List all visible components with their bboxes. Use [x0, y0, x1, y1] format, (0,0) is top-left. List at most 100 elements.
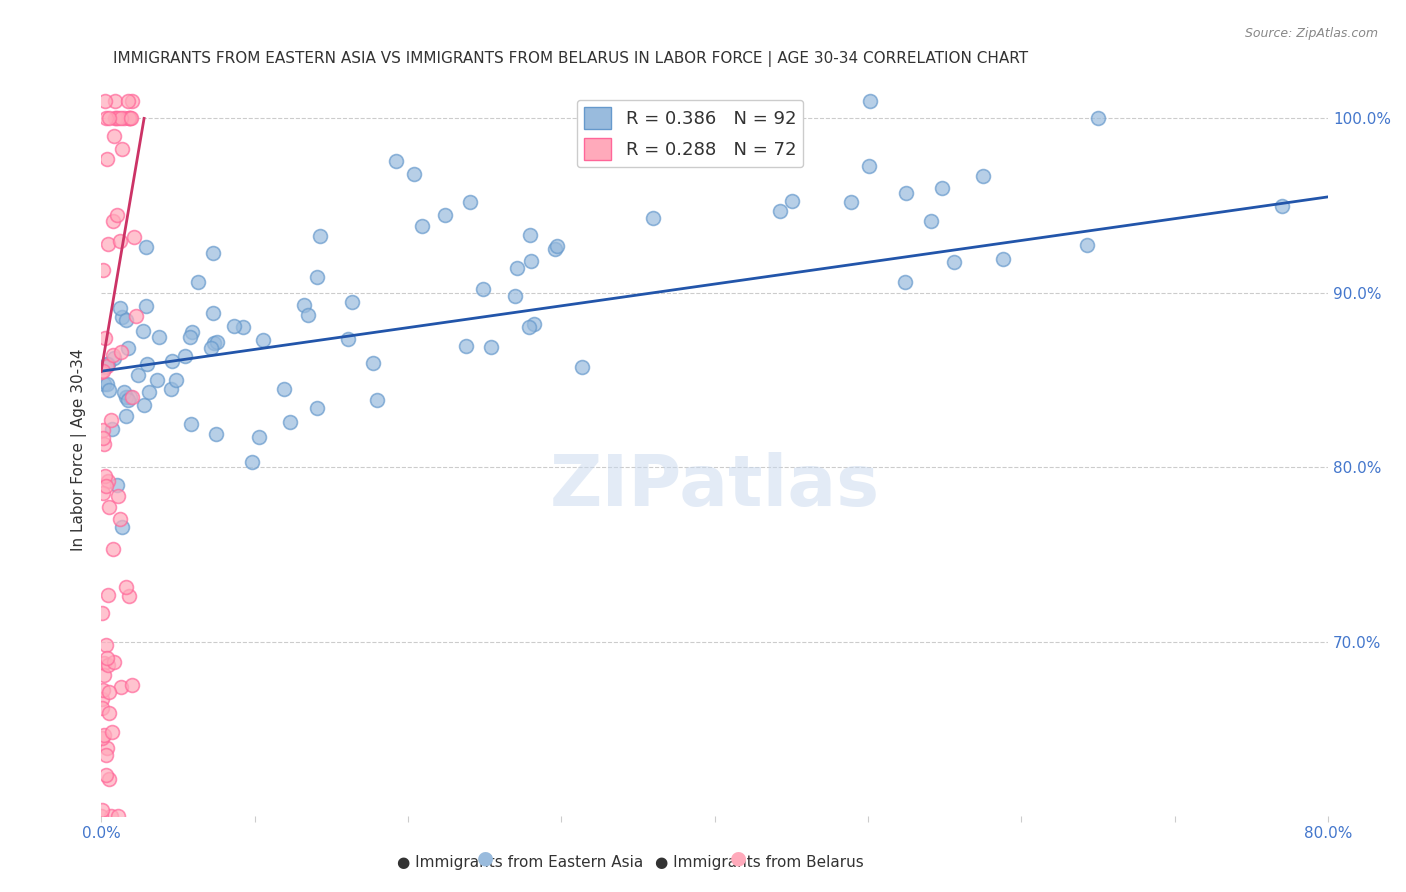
Point [232, 319, 254, 334]
Point [103, 112, 125, 126]
Point [1271, 198, 1294, 212]
Text: IMMIGRANTS FROM EASTERN ASIA VS IMMIGRANTS FROM BELARUS IN LABOR FORCE | AGE 30-: IMMIGRANTS FROM EASTERN ASIA VS IMMIGRAN… [114, 51, 1029, 67]
Point [162, 354, 184, 368]
Point [91, 423, 114, 437]
Point [103, 351, 125, 365]
Point [110, 112, 132, 126]
Point [103, 656, 125, 670]
Point [519, 228, 541, 243]
Point [342, 294, 364, 309]
Point [858, 159, 880, 173]
Point [96, 359, 118, 373]
Point [107, 489, 129, 503]
Point [207, 334, 229, 349]
Point [460, 194, 482, 209]
Point [91, 607, 114, 621]
Point [105, 208, 128, 222]
Point [98, 500, 121, 514]
Point [942, 254, 965, 268]
Point [93, 656, 115, 670]
Point [125, 310, 148, 324]
Point [96, 650, 118, 665]
Point [307, 270, 329, 285]
Point [132, 398, 155, 412]
Y-axis label: In Labor Force | Age 30-34: In Labor Force | Age 30-34 [72, 349, 87, 551]
Point [187, 275, 209, 289]
Point [305, 401, 328, 415]
Point [894, 275, 917, 289]
Point [118, 590, 141, 604]
Point [201, 305, 224, 319]
Point [972, 169, 994, 183]
Point [202, 335, 225, 350]
Point [121, 94, 143, 108]
Point [118, 112, 141, 126]
Point [118, 112, 141, 126]
Point [96, 357, 118, 371]
Point [101, 422, 124, 436]
Point [894, 186, 917, 200]
Point [472, 282, 495, 296]
Text: ● Immigrants from Eastern Asia: ● Immigrants from Eastern Asia [396, 855, 644, 870]
Point [104, 94, 127, 108]
Point [97, 237, 120, 252]
Point [991, 252, 1014, 267]
Point [93, 364, 115, 378]
Point [120, 112, 142, 126]
Point [336, 332, 359, 346]
Point [205, 427, 228, 442]
Point [247, 430, 270, 444]
Point [135, 240, 157, 254]
Point [112, 385, 135, 400]
Point [111, 520, 134, 534]
Point [931, 181, 953, 195]
Point [90, 365, 112, 379]
Point [782, 194, 804, 208]
Text: Source: ZipAtlas.com: Source: ZipAtlas.com [1244, 27, 1378, 40]
Point [97, 588, 120, 602]
Point [101, 348, 124, 362]
Point [165, 373, 187, 387]
Point [146, 373, 169, 387]
Point [121, 678, 143, 692]
Text: ●: ● [477, 848, 494, 867]
Point [96, 638, 118, 652]
Point [93, 377, 115, 392]
Point [384, 153, 406, 168]
Point [96, 153, 118, 167]
Point [411, 219, 433, 233]
Point [454, 338, 477, 352]
Point [297, 308, 319, 322]
Point [114, 409, 136, 423]
Text: ●: ● [730, 848, 747, 867]
Point [769, 204, 792, 219]
Point [91, 701, 114, 715]
Point [110, 345, 132, 359]
Point [252, 334, 274, 348]
Point [292, 298, 315, 312]
Point [503, 289, 526, 303]
Point [97, 474, 120, 488]
Point [202, 245, 225, 260]
Point [110, 681, 132, 695]
Point [138, 385, 160, 400]
Point [434, 208, 457, 222]
Point [115, 580, 138, 594]
Point [121, 391, 143, 405]
Point [117, 94, 139, 108]
Point [115, 390, 138, 404]
Point [127, 368, 149, 383]
Point [108, 301, 131, 316]
Point [108, 512, 131, 526]
Point [91, 486, 114, 500]
Point [309, 229, 332, 244]
Point [117, 341, 139, 355]
Point [278, 415, 301, 429]
Point [111, 141, 134, 155]
Point [115, 313, 138, 327]
Point [544, 243, 567, 257]
Point [174, 349, 197, 363]
Point [200, 342, 222, 356]
Point [93, 728, 115, 742]
Point [159, 383, 181, 397]
